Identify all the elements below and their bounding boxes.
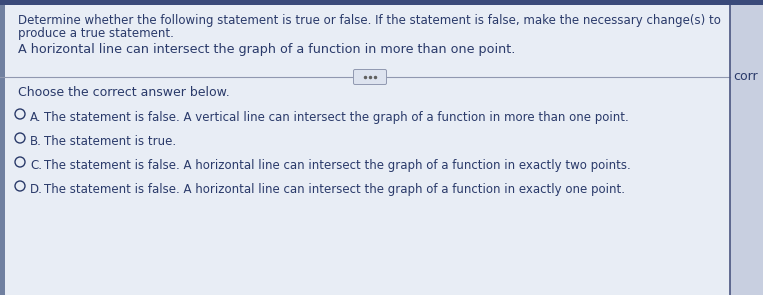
- Text: The statement is false. A horizontal line can intersect the graph of a function : The statement is false. A horizontal lin…: [44, 183, 625, 196]
- Text: Choose the correct answer below.: Choose the correct answer below.: [18, 86, 230, 99]
- Text: The statement is true.: The statement is true.: [44, 135, 176, 148]
- Text: B.: B.: [30, 135, 42, 148]
- Text: A.: A.: [30, 111, 41, 124]
- Text: Determine whether the following statement is true or false. If the statement is : Determine whether the following statemen…: [18, 14, 721, 27]
- FancyBboxPatch shape: [0, 5, 5, 295]
- Text: A horizontal line can intersect the graph of a function in more than one point.: A horizontal line can intersect the grap…: [18, 43, 515, 56]
- FancyBboxPatch shape: [0, 0, 730, 295]
- Text: corr: corr: [733, 70, 758, 83]
- Text: The statement is false. A horizontal line can intersect the graph of a function : The statement is false. A horizontal lin…: [44, 159, 631, 172]
- FancyBboxPatch shape: [353, 70, 387, 84]
- FancyBboxPatch shape: [0, 0, 763, 5]
- Text: D.: D.: [30, 183, 43, 196]
- FancyBboxPatch shape: [730, 0, 763, 295]
- Text: C.: C.: [30, 159, 42, 172]
- Text: The statement is false. A vertical line can intersect the graph of a function in: The statement is false. A vertical line …: [44, 111, 629, 124]
- Text: produce a true statement.: produce a true statement.: [18, 27, 174, 40]
